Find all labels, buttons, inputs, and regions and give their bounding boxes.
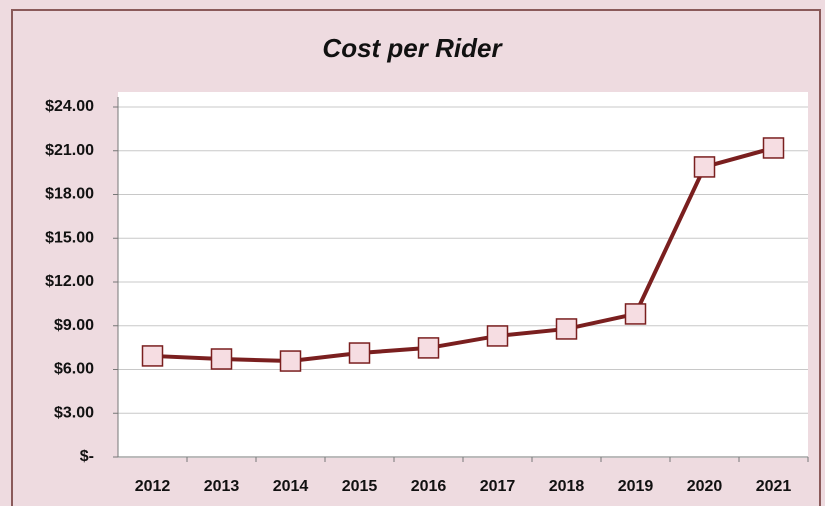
marker: [417, 337, 440, 359]
chart-title: Cost per Rider: [322, 33, 503, 63]
x-tick-label: 2018: [549, 478, 585, 495]
x-tick-label: 2021: [756, 478, 792, 495]
y-tick-label: $21.00: [45, 142, 94, 159]
y-tick-label: $15.00: [45, 229, 94, 246]
plot-area: [118, 92, 808, 458]
marker: [624, 303, 647, 325]
x-tick-label: 2013: [204, 478, 240, 495]
marker: [555, 318, 578, 340]
y-tick-label: $6.00: [54, 361, 94, 378]
x-tick-label: 2017: [480, 478, 516, 495]
x-tick-label: 2012: [135, 478, 171, 495]
y-tick-label: $3.00: [54, 404, 94, 421]
x-tick-label: 2014: [273, 478, 309, 495]
marker: [141, 345, 164, 367]
y-tick-label: $12.00: [45, 273, 94, 290]
y-tick-label: $18.00: [45, 186, 94, 203]
marker: [279, 350, 302, 372]
y-tick-label: $-: [80, 448, 94, 465]
marker: [486, 325, 509, 347]
y-tick-label: $9.00: [54, 317, 94, 334]
marker: [210, 348, 233, 370]
marker: [348, 342, 371, 364]
marker: [693, 156, 716, 178]
x-tick-label: 2016: [411, 478, 447, 495]
frame: [11, 9, 821, 506]
x-tick-label: 2020: [687, 478, 723, 495]
data-line: [152, 146, 775, 364]
x-tick-label: 2015: [342, 478, 378, 495]
x-tick-label: 2019: [618, 478, 654, 495]
y-tick-label: $24.00: [45, 98, 94, 115]
marker: [762, 137, 785, 159]
